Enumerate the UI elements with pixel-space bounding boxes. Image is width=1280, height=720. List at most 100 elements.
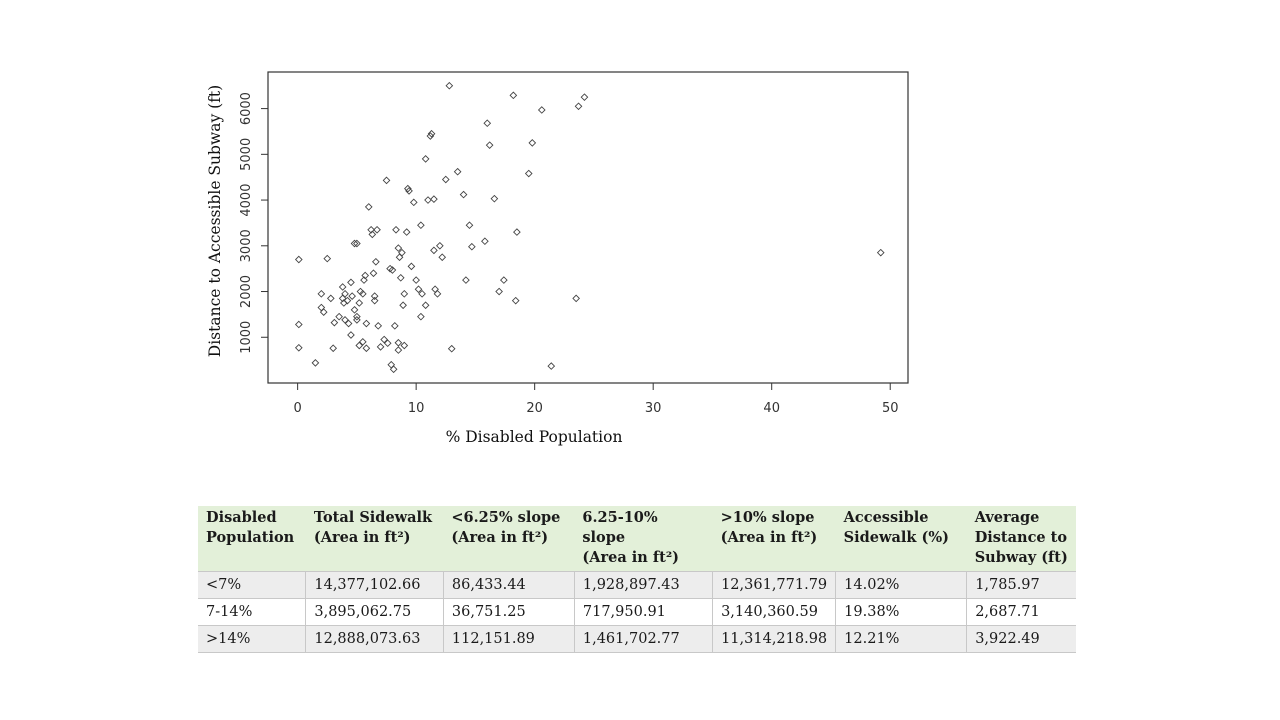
scatter-point xyxy=(465,221,474,230)
scatter-point xyxy=(341,289,349,298)
y-tick-label: 1000 xyxy=(239,321,254,354)
table-cell: 1,785.97 xyxy=(966,571,1076,599)
scatter-point xyxy=(347,278,355,287)
scatter-point xyxy=(447,344,456,353)
scatter-point xyxy=(326,294,335,303)
column-header: 6.25-10% slope (Area in ft²) xyxy=(574,506,713,572)
scatter-point xyxy=(547,362,556,370)
table-cell: 7-14% xyxy=(198,598,306,626)
scatter-point xyxy=(453,167,462,176)
column-header: Total Sidewalk (Area in ft²) xyxy=(305,506,444,572)
scatter-point xyxy=(372,257,380,266)
scatter-point xyxy=(500,276,508,284)
table-cell: 12.21% xyxy=(835,625,967,653)
table-cell: 1,928,897.43 xyxy=(573,571,713,599)
scatter-point xyxy=(361,271,370,280)
table-cell: >14% xyxy=(198,625,306,653)
scatter-point xyxy=(338,283,347,291)
scatter-point xyxy=(394,338,403,347)
scatter-point xyxy=(367,225,375,234)
scatter-point xyxy=(417,312,425,321)
scatter-point xyxy=(348,292,356,300)
scatter-point xyxy=(294,343,303,352)
table-cell: 19.38% xyxy=(835,598,967,626)
x-tick-label: 10 xyxy=(408,401,425,416)
column-header-line: Distance to xyxy=(974,529,1068,546)
scatter-point xyxy=(509,91,518,100)
scatter-point xyxy=(356,287,365,296)
table-cell: 11,314,218.98 xyxy=(712,625,836,653)
table-row: 7-14% 3,895,062.75 36,751.25 717,950.91 3,14… xyxy=(198,598,1076,626)
scatter-point xyxy=(580,93,589,101)
scatter-point xyxy=(418,289,426,298)
column-header: Disabled Population xyxy=(198,506,306,572)
scatter-point xyxy=(358,289,367,298)
scatter-point xyxy=(394,244,403,252)
table-cell: <7% xyxy=(198,571,306,599)
x-axis-title: % Disabled Population xyxy=(446,428,623,446)
scatter-point xyxy=(430,195,438,203)
column-header-line: Sidewalk (%) xyxy=(843,529,949,546)
scatter-point xyxy=(398,248,406,257)
scatter-point xyxy=(335,312,343,321)
scatter-point xyxy=(468,242,476,251)
scatter-point xyxy=(317,289,326,298)
scatter-point xyxy=(362,344,371,353)
scatter-point xyxy=(319,308,328,316)
y-tick-label: 4000 xyxy=(239,184,254,217)
table-cell: 1,461,702.77 xyxy=(573,625,713,653)
scatter-point xyxy=(389,365,398,374)
scatter-point xyxy=(353,316,361,324)
scatter-point xyxy=(405,187,413,195)
scatter-point xyxy=(441,175,450,184)
scatter-point xyxy=(445,81,454,90)
scatter-point xyxy=(360,276,368,284)
column-header-line: (Area in ft²) xyxy=(451,529,549,546)
scatter-point xyxy=(383,339,392,348)
column-header-line: Subway (ft) xyxy=(974,549,1068,566)
scatter-point xyxy=(353,239,361,248)
column-header-line: Total Sidewalk xyxy=(313,509,433,526)
scatter-point xyxy=(350,305,359,314)
table-cell: 86,433.44 xyxy=(442,571,575,599)
plot-frame xyxy=(267,71,909,384)
scatter-point xyxy=(876,248,885,257)
column-header-line: (Area in ft²) xyxy=(720,529,818,546)
scatter-point xyxy=(421,301,430,310)
x-tick-label: 40 xyxy=(763,401,780,416)
scatter-point xyxy=(511,296,520,305)
y-tick-label: 5000 xyxy=(239,138,254,171)
column-header: >10% slope (Area in ft²) xyxy=(712,506,836,572)
table-cell: 2,687.71 xyxy=(966,598,1076,626)
scatter-point xyxy=(417,221,425,230)
table-cell: 112,151.89 xyxy=(442,625,575,653)
table-cell: 3,895,062.75 xyxy=(305,598,444,626)
scatter-point xyxy=(358,338,367,346)
column-header-line: Population xyxy=(206,529,295,546)
y-tick-label: 6000 xyxy=(239,92,254,125)
column-header-line: Accessible xyxy=(843,509,929,526)
scatter-point xyxy=(373,225,381,234)
scatter-point xyxy=(374,321,383,330)
column-header-line: <6.25% slope xyxy=(451,509,561,526)
scatter-point xyxy=(427,129,436,138)
scatter-point xyxy=(353,312,361,321)
scatter-point xyxy=(350,239,359,248)
scatter-point xyxy=(329,344,338,353)
scatter-point xyxy=(485,141,494,150)
scatter-point xyxy=(369,269,378,278)
scatter-point xyxy=(572,294,580,303)
table-header-row: Disabled Population Total Sidewalk (Area in… xyxy=(198,506,1076,572)
scatter-point xyxy=(370,292,379,300)
scatter-point xyxy=(414,285,423,294)
scatter-point xyxy=(396,273,405,282)
table-cell: 3,922.49 xyxy=(966,625,1076,653)
scatter-point xyxy=(412,276,420,284)
table-cell: 14,377,102.66 xyxy=(305,571,444,599)
scatter-point xyxy=(388,266,397,274)
table-cell: 12,361,771.79 xyxy=(712,571,836,599)
scatter-point xyxy=(343,296,352,305)
scatter-point xyxy=(433,289,442,298)
table-cell: 3,140,360.59 xyxy=(712,598,836,626)
scatter-point xyxy=(394,346,403,354)
